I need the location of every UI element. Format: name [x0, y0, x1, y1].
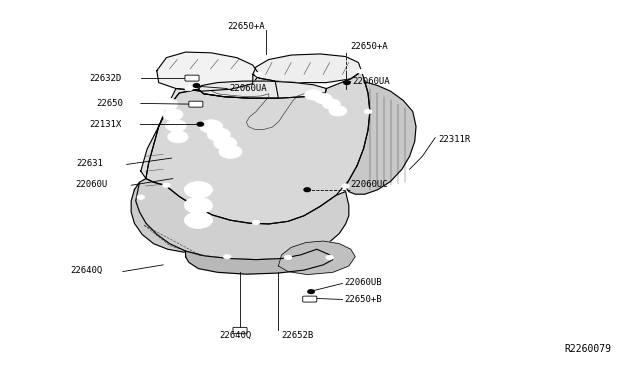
- FancyBboxPatch shape: [233, 327, 247, 333]
- Circle shape: [184, 197, 212, 214]
- Text: 22640Q: 22640Q: [219, 331, 251, 340]
- Circle shape: [308, 290, 314, 294]
- Text: 22311R: 22311R: [438, 135, 470, 144]
- Circle shape: [137, 195, 145, 199]
- Circle shape: [364, 109, 372, 114]
- Circle shape: [223, 254, 231, 259]
- Text: 22060UA: 22060UA: [229, 84, 267, 93]
- Text: R2260079: R2260079: [564, 344, 611, 354]
- Circle shape: [166, 120, 186, 132]
- Circle shape: [255, 72, 263, 77]
- Text: 22060U: 22060U: [76, 180, 108, 189]
- Text: 22060UA: 22060UA: [352, 77, 390, 86]
- Text: 22131X: 22131X: [90, 120, 122, 129]
- Circle shape: [163, 183, 170, 187]
- Circle shape: [358, 69, 365, 74]
- Text: 22650: 22650: [96, 99, 123, 108]
- Text: 22650+A: 22650+A: [227, 22, 265, 31]
- FancyBboxPatch shape: [185, 75, 199, 81]
- Circle shape: [184, 212, 212, 228]
- Polygon shape: [141, 74, 278, 179]
- Polygon shape: [186, 249, 333, 274]
- Polygon shape: [146, 71, 370, 224]
- Text: 22650+A: 22650+A: [351, 42, 388, 51]
- Polygon shape: [134, 179, 349, 260]
- Circle shape: [185, 86, 193, 91]
- Circle shape: [184, 182, 212, 198]
- Circle shape: [329, 106, 347, 116]
- Circle shape: [214, 137, 237, 150]
- Circle shape: [219, 145, 242, 158]
- Polygon shape: [157, 52, 259, 91]
- Circle shape: [340, 45, 351, 51]
- Circle shape: [197, 122, 204, 126]
- Polygon shape: [131, 182, 186, 252]
- Text: 22652B: 22652B: [282, 331, 314, 340]
- Circle shape: [305, 90, 323, 100]
- Polygon shape: [346, 82, 416, 194]
- Text: 22060UC: 22060UC: [351, 180, 388, 189]
- Circle shape: [193, 84, 200, 87]
- Circle shape: [326, 255, 333, 260]
- Circle shape: [344, 81, 350, 84]
- FancyBboxPatch shape: [189, 101, 203, 107]
- Polygon shape: [278, 241, 355, 275]
- Circle shape: [159, 87, 167, 92]
- Circle shape: [304, 188, 310, 192]
- Text: 22640Q: 22640Q: [70, 266, 102, 275]
- Circle shape: [284, 255, 292, 260]
- Circle shape: [207, 128, 230, 141]
- Polygon shape: [253, 54, 362, 83]
- FancyBboxPatch shape: [303, 296, 317, 302]
- Circle shape: [163, 109, 183, 121]
- Circle shape: [342, 184, 349, 188]
- Text: 22632D: 22632D: [90, 74, 122, 83]
- Text: 22631: 22631: [77, 159, 104, 168]
- Polygon shape: [198, 81, 326, 98]
- Text: 22060UB: 22060UB: [344, 278, 382, 287]
- Circle shape: [157, 98, 178, 110]
- Circle shape: [252, 220, 260, 225]
- Text: 22650+B: 22650+B: [344, 295, 382, 304]
- Circle shape: [314, 93, 332, 104]
- Circle shape: [323, 99, 340, 109]
- Circle shape: [200, 120, 223, 133]
- Circle shape: [168, 131, 188, 143]
